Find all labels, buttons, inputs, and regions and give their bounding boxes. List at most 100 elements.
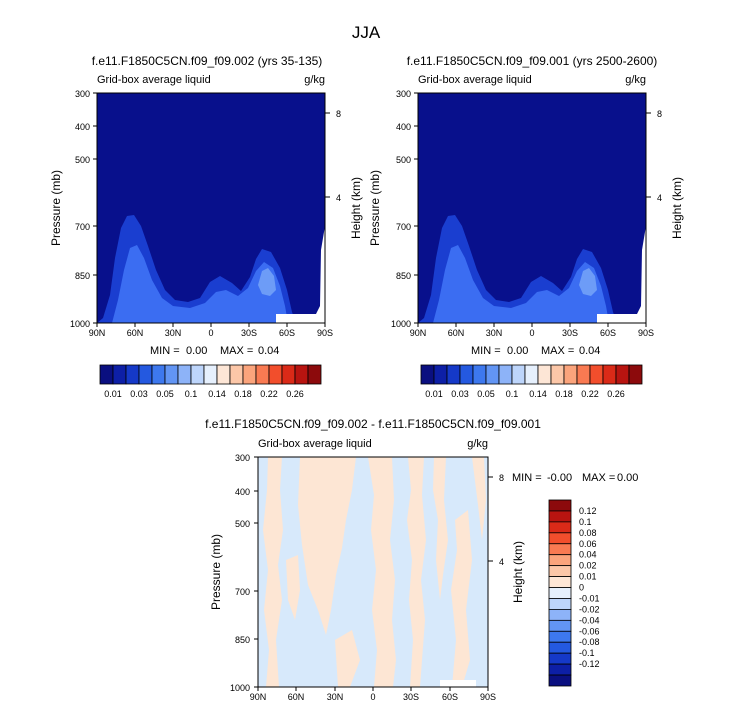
- colorbar-label: 0.1: [579, 517, 592, 527]
- y-axis-label: Pressure (mb): [368, 170, 382, 246]
- colorbar-swatch: [548, 499, 572, 512]
- colorbar-swatch: [615, 364, 630, 385]
- colorbar-label: 0.04: [579, 550, 597, 560]
- units-label: g/kg: [304, 74, 325, 86]
- colorbar-swatch: [548, 674, 572, 687]
- colorbar-label: 0: [579, 583, 584, 593]
- y-tick-label: 300: [396, 89, 411, 99]
- x-tick-label: 0: [370, 692, 375, 702]
- x-tick-label: 90N: [89, 328, 106, 338]
- y-tick-label: 300: [75, 89, 90, 99]
- x-tick-label: 60N: [288, 692, 305, 702]
- colorbar-swatch: [307, 364, 322, 385]
- colorbar-swatch: [548, 598, 572, 610]
- colorbar-swatch: [420, 364, 435, 385]
- colorbar-label: 0.1: [506, 389, 519, 399]
- colorbar-swatch: [281, 364, 296, 385]
- colorbar-swatch: [548, 510, 572, 523]
- x-tick-label: 30S: [562, 328, 578, 338]
- x-tick-label: 90N: [250, 692, 267, 702]
- units-label: g/kg: [625, 74, 646, 86]
- colorbar-swatch: [563, 364, 578, 385]
- missing-data: [276, 226, 325, 323]
- y-tick-label: 1000: [391, 319, 411, 329]
- colorbar-swatch: [190, 364, 205, 385]
- colorbar-label: -0.06: [579, 626, 600, 636]
- axis-left: 300 400 500 700 850 1000 Pressure (mb): [368, 89, 418, 329]
- colorbar-label: 0.14: [529, 389, 547, 399]
- colorbar-swatch: [548, 554, 572, 567]
- colorbar-swatch: [229, 364, 244, 385]
- colorbar-label: -0.01: [579, 593, 600, 603]
- colorbar-swatch: [548, 532, 572, 545]
- colorbar-label: -0.12: [579, 659, 600, 669]
- axis-left: 300 400 500 700 850 1000 Pressure (mb): [49, 89, 97, 329]
- plot-area: [417, 92, 647, 324]
- plot-area: [96, 92, 326, 324]
- max-label: MAX =: [220, 345, 253, 357]
- y-tick-label: 300: [235, 453, 250, 463]
- colorbar-swatch: [548, 630, 572, 643]
- min-max-stats: MIN = 0.00 MAX = 0.04: [471, 345, 600, 357]
- contour-band: [335, 630, 360, 687]
- units-label: g/kg: [467, 438, 488, 450]
- y2-tick-label: 8: [657, 109, 662, 119]
- y-tick-label: 700: [75, 222, 90, 232]
- contour-band: [451, 510, 472, 687]
- colorbar-swatch: [255, 364, 270, 385]
- left-string: Grid-box average liquid: [418, 74, 532, 86]
- colorbar-swatch: [576, 364, 591, 385]
- x-tick-label: 90S: [317, 328, 333, 338]
- colorbar-label: 0.03: [451, 389, 469, 399]
- colorbar-label: 0.05: [477, 389, 495, 399]
- y-tick-label: 400: [235, 487, 250, 497]
- min-label: MIN =: [471, 345, 501, 357]
- colorbar-swatch: [548, 652, 572, 665]
- colorbar-swatch: [216, 364, 231, 385]
- y-tick-label: 850: [235, 635, 250, 645]
- colorbar-swatch: [112, 364, 127, 385]
- left-string: Grid-box average liquid: [258, 438, 372, 450]
- colorbar-swatch: [628, 364, 643, 385]
- y-tick-label: 1000: [230, 683, 250, 693]
- x-tick-label: 30N: [486, 328, 503, 338]
- colorbar-swatch: [138, 364, 153, 385]
- colorbar-label: 0.02: [579, 561, 597, 571]
- colorbar-swatch: [548, 521, 572, 534]
- colorbar-swatch: [548, 565, 572, 577]
- colorbar-swatch: [511, 364, 526, 385]
- colorbar-swatch: [164, 364, 179, 385]
- x-tick-label: 60N: [448, 328, 465, 338]
- x-tick-label: 60S: [600, 328, 616, 338]
- colorbar-swatch: [548, 663, 572, 676]
- axis-left: 300 400 500 700 850 1000 Pressure (mb): [209, 453, 258, 693]
- contour-band: [407, 457, 426, 687]
- colorbar-label: 0.1: [185, 389, 198, 399]
- x-tick-label: 60S: [279, 328, 295, 338]
- y-tick-label: 500: [75, 155, 90, 165]
- colorbar-swatch: [589, 364, 604, 385]
- page-title: JJA: [352, 23, 381, 42]
- y-axis-label: Pressure (mb): [209, 534, 223, 610]
- min-max-stats: MIN = -0.00 MAX = 0.00: [512, 472, 638, 484]
- colorbar-swatch: [472, 364, 487, 385]
- contour-band: [286, 555, 300, 620]
- x-tick-label: 60N: [127, 328, 144, 338]
- y2-tick-label: 8: [336, 109, 341, 119]
- colorbar-swatch: [446, 364, 461, 385]
- colorbar-label: 0.22: [260, 389, 278, 399]
- colorbar-swatch: [548, 543, 572, 556]
- contour-band: [258, 268, 276, 296]
- y-tick-label: 700: [396, 222, 411, 232]
- colorbar-label: 0.26: [286, 389, 304, 399]
- y-tick-label: 500: [396, 155, 411, 165]
- y2-axis-label: Height (km): [511, 541, 525, 603]
- y-tick-label: 850: [75, 271, 90, 281]
- colorbar-label: -0.08: [579, 637, 600, 647]
- colorbar-label: 0.26: [607, 389, 625, 399]
- colorbar-swatch: [548, 587, 572, 599]
- y-tick-label: 850: [396, 271, 411, 281]
- axis-bottom: 90N 60N 30N 0 30S 60S 90S: [89, 323, 333, 338]
- y2-tick-label: 8: [499, 473, 504, 483]
